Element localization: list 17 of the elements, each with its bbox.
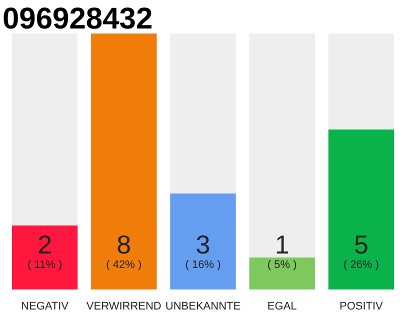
x-tick-label: UNBEKANNTE [165, 300, 241, 312]
x-tick-label: NEGATIV [21, 300, 70, 312]
chart-title: 096928432 [2, 2, 153, 36]
data-label: 2 [38, 230, 52, 260]
bar [249, 258, 315, 290]
annotation: ( 16% ) [185, 258, 221, 271]
annotation: ( 42% ) [106, 258, 142, 271]
data-label: 3 [196, 230, 210, 260]
data-label: 1 [274, 230, 290, 260]
x-tick-label: EGAL [267, 300, 297, 312]
data-label: 5 [354, 230, 368, 260]
annotation: ( 5% ) [267, 258, 297, 271]
x-tick-label: POSITIV [340, 300, 384, 312]
data-label: 8 [116, 230, 132, 260]
x-tick-label: VERWIRREND [86, 300, 162, 312]
annotation: ( 26% ) [343, 258, 379, 271]
annotation: ( 11% ) [27, 258, 62, 271]
